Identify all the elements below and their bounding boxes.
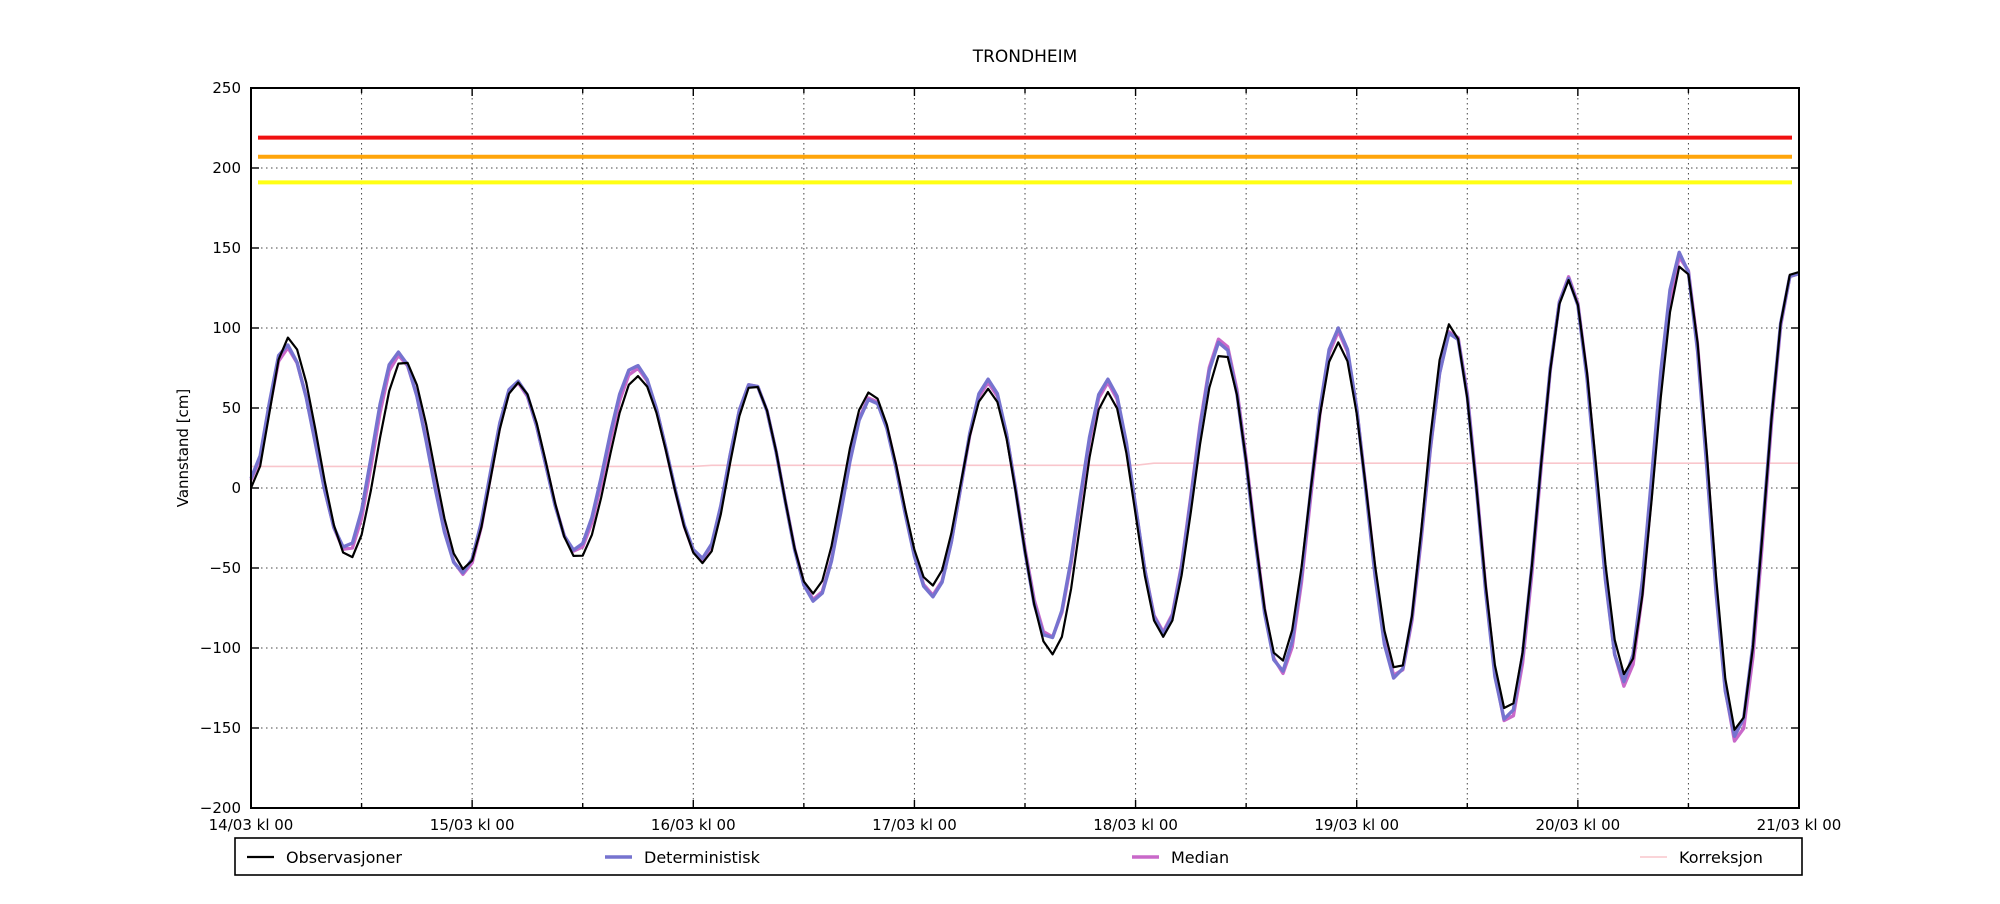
series-observasjoner <box>249 265 1800 731</box>
legend: Observasjoner Deterministisk Median Korr… <box>234 837 1803 876</box>
x-tick-label: 14/03 kl 00 <box>209 816 294 834</box>
legend-label-observasjoner: Observasjoner <box>286 848 402 867</box>
threshold-lines <box>258 135 1792 185</box>
x-tick-label: 19/03 kl 00 <box>1314 816 1399 834</box>
x-tick-label: 17/03 kl 00 <box>872 816 957 834</box>
legend-item-median: Median <box>1132 848 1229 867</box>
y-tick-label: 50 <box>222 399 241 417</box>
x-tick-label: 16/03 kl 00 <box>651 816 736 834</box>
y-tick-label: 100 <box>212 319 241 337</box>
legend-item-deterministisk: Deterministisk <box>605 848 761 867</box>
y-tick-label: −150 <box>200 719 241 737</box>
x-tick-label: 18/03 kl 00 <box>1093 816 1178 834</box>
y-tick-label: −100 <box>200 639 241 657</box>
legend-label-median: Median <box>1171 848 1229 867</box>
series-korreksjon <box>251 462 1799 468</box>
y-tick-label: 0 <box>231 479 241 497</box>
chart-title: TRONDHEIM <box>972 47 1078 67</box>
legend-item-observasjoner: Observasjoner <box>247 848 402 867</box>
y-tick-label: 250 <box>212 79 241 97</box>
x-tick-label: 15/03 kl 00 <box>430 816 515 834</box>
grid-lines <box>251 88 1799 808</box>
x-tick-label: 21/03 kl 00 <box>1757 816 1842 834</box>
y-tick-label: 200 <box>212 159 241 177</box>
x-tick-label: 20/03 kl 00 <box>1535 816 1620 834</box>
y-tick-label: 150 <box>212 239 241 257</box>
legend-label-korreksjon: Korreksjon <box>1679 848 1763 867</box>
legend-item-korreksjon: Korreksjon <box>1640 848 1763 867</box>
y-axis-label: Vannstand [cm] <box>174 389 192 508</box>
legend-label-deterministisk: Deterministisk <box>644 848 761 867</box>
y-tick-label: −200 <box>200 799 241 817</box>
data-series <box>249 250 1800 743</box>
axes-and-ticks <box>250 87 1800 809</box>
legend-box <box>234 837 1803 876</box>
y-tick-label: −50 <box>209 559 241 577</box>
